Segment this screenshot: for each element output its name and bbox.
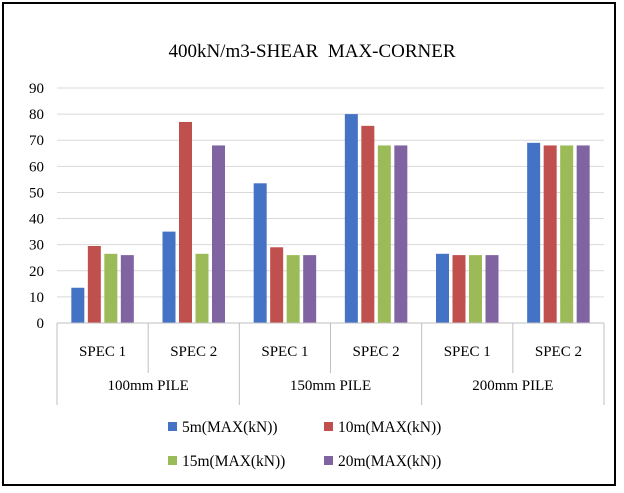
gridlines (57, 87, 604, 298)
bar (303, 255, 317, 323)
x-group-label: 150mm PILE (290, 378, 371, 394)
bar (344, 114, 358, 323)
bar (469, 255, 482, 323)
x-category-label: SPEC 2 (353, 344, 400, 360)
y-tick-label: 0 (37, 316, 45, 332)
y-tick-label: 90 (29, 81, 44, 97)
bar (286, 255, 300, 323)
x-category-label: SPEC 1 (444, 344, 491, 360)
bar (394, 145, 408, 323)
y-tick-label: 40 (29, 212, 44, 228)
x-group-label: 100mm PILE (108, 378, 189, 394)
x-axis-labels: SPEC 1 SPEC 2 100mm PILE SPEC 1 SPEC 2 150mm … (79, 344, 582, 394)
bar (436, 253, 449, 323)
chart-frame (2, 2, 616, 486)
y-tick-label: 70 (29, 133, 44, 149)
legend-label: 15m(MAX(kN)) (182, 453, 285, 470)
x-category-label: SPEC 2 (170, 344, 217, 360)
bar (212, 145, 225, 323)
y-axis-ticks: 0 10 20 30 40 50 60 70 80 90 (29, 81, 44, 332)
chart-title: 400kN/m3-SHEAR MAX-CORNER (168, 41, 455, 62)
legend-label: 5m(MAX(kN)) (182, 419, 278, 436)
legend-label: 20m(MAX(kN)) (338, 453, 441, 470)
bar (543, 145, 557, 323)
x-group-label: 200mm PILE (472, 378, 553, 394)
y-tick-label: 30 (29, 238, 44, 254)
bar (162, 231, 176, 323)
bar (560, 145, 574, 323)
bar (71, 287, 85, 323)
legend-swatch (168, 422, 177, 431)
y-tick-label: 20 (29, 264, 44, 280)
bar (120, 255, 134, 323)
bars (71, 114, 590, 323)
y-tick-label: 80 (29, 107, 44, 123)
bar (87, 245, 101, 323)
y-tick-label: 60 (29, 159, 44, 175)
bar (527, 142, 541, 323)
legend-label: 10m(MAX(kN)) (338, 419, 441, 436)
legend: 5m(MAX(kN)) 10m(MAX(kN)) 15m(MAX(kN)) 20m(M… (168, 419, 441, 470)
bar (377, 145, 391, 323)
y-tick-label: 50 (29, 185, 44, 201)
bar (576, 145, 590, 323)
bar (195, 253, 209, 323)
x-category-label: SPEC 1 (261, 344, 308, 360)
bar (270, 247, 284, 323)
bar (104, 253, 118, 323)
legend-swatch (324, 456, 333, 465)
bar (179, 121, 192, 323)
bar (485, 255, 499, 323)
bar (253, 183, 267, 323)
x-axis (56, 322, 605, 405)
x-category-label: SPEC 2 (535, 344, 582, 360)
legend-swatch (168, 456, 177, 465)
bar (452, 255, 466, 323)
legend-swatch (324, 422, 333, 431)
bar (361, 125, 375, 323)
x-category-label: SPEC 1 (79, 344, 126, 360)
y-tick-label: 10 (29, 290, 44, 306)
